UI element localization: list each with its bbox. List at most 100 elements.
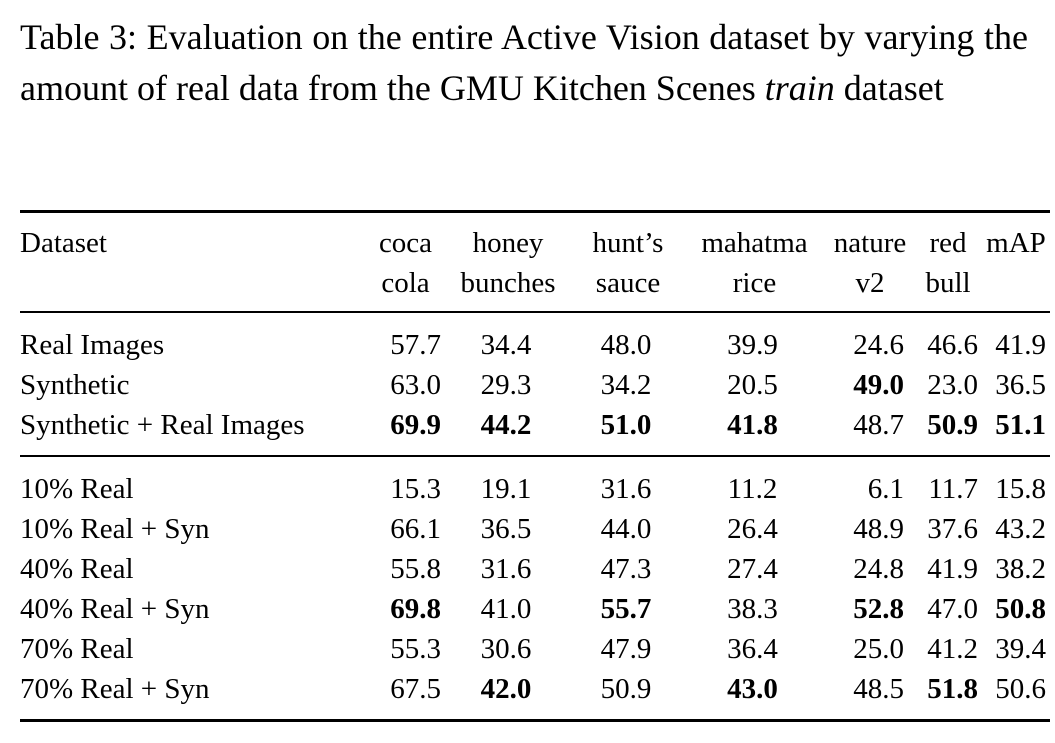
- header-cell: red: [914, 210, 982, 263]
- table-cell: 39.9: [727, 329, 778, 361]
- table-cell: 55.7: [600, 593, 652, 625]
- table-row: Real Images 57.7 34.4 48.0 39.9 24.6 46.6 41.9: [20, 312, 1050, 365]
- table-cell: 41.0: [480, 593, 532, 625]
- table-cell: 36.5: [480, 513, 532, 545]
- table-cell: 31.6: [600, 473, 652, 505]
- header-cell: sauce: [573, 263, 683, 313]
- table-cell: 20.5: [727, 369, 778, 401]
- header-row-bottom: cola bunches sauce rice v2 bull: [20, 263, 1050, 313]
- table-row: 40% Real + Syn 69.8 41.0 55.7 38.3 52.8 47.0 50…: [20, 589, 1050, 629]
- table-cell: 30.6: [480, 633, 532, 665]
- table-cell: 29.3: [480, 369, 532, 401]
- table-cell: 27.4: [727, 553, 778, 585]
- table-cell: 11.7: [928, 473, 978, 505]
- table-cell: 36.4: [727, 633, 778, 665]
- table-cell: 50.9: [573, 669, 683, 722]
- table-cell: 69.8: [390, 593, 441, 625]
- header-cell: mAP: [982, 210, 1050, 263]
- table-group-main: Real Images 57.7 34.4 48.0 39.9 24.6 46.6 41.9 S…: [20, 312, 1050, 457]
- header-cell: bunches: [443, 263, 573, 313]
- table-cell: 48.9: [853, 513, 904, 545]
- table-cell: 41.2: [927, 633, 978, 665]
- caption-suffix: dataset: [843, 68, 944, 108]
- header-cell: [20, 263, 368, 313]
- table-cell: 43.2: [995, 513, 1046, 545]
- row-label: Synthetic + Real Images: [20, 405, 368, 457]
- row-label: Real Images: [20, 329, 165, 361]
- table-cell: 50.8: [995, 593, 1046, 625]
- table-cell: 11.2: [727, 473, 778, 505]
- table-cell: 19.1: [480, 473, 532, 505]
- table-cell: 47.0: [927, 593, 978, 625]
- table-row: 10% Real + Syn 66.1 36.5 44.0 26.4 48.9 37.6 43…: [20, 509, 1050, 549]
- table-cell: 47.3: [600, 553, 652, 585]
- table-cell: 50.6: [982, 669, 1050, 722]
- row-label: 40% Real + Syn: [20, 593, 210, 625]
- table-cell: 52.8: [853, 593, 904, 625]
- table-cell: 24.8: [853, 553, 904, 585]
- header-cell: hunt’s: [573, 210, 683, 263]
- header-cell: nature: [826, 210, 914, 263]
- header-cell: Dataset: [20, 210, 368, 263]
- table-cell: 50.9: [914, 405, 982, 457]
- table-cell: 46.6: [927, 329, 978, 361]
- header-cell: rice: [683, 263, 826, 313]
- table-cell: 51.1: [982, 405, 1050, 457]
- results-table: Dataset coca honey hunt’s mahatma nature…: [20, 210, 1050, 722]
- header-cell: v2: [826, 263, 914, 313]
- table-cell: 15.3: [390, 473, 441, 505]
- header-cell: bull: [914, 263, 982, 313]
- caption-italic: train: [764, 68, 835, 108]
- table-cell: 47.9: [600, 633, 652, 665]
- table-cell: 43.0: [683, 669, 826, 722]
- table-cell: 66.1: [390, 513, 441, 545]
- header-cell: mahatma: [683, 210, 826, 263]
- table-cell: 23.0: [927, 369, 978, 401]
- row-label: 70% Real: [20, 633, 134, 665]
- row-label: 10% Real + Syn: [20, 513, 210, 545]
- table-cell: 49.0: [853, 369, 904, 401]
- table-row: Synthetic 63.0 29.3 34.2 20.5 49.0 23.0 36.5: [20, 365, 1050, 405]
- table-cell: 36.5: [995, 369, 1046, 401]
- table-row: 40% Real 55.8 31.6 47.3 27.4 24.8 41.9 38.2: [20, 549, 1050, 589]
- table-cell: 51.0: [573, 405, 683, 457]
- table-cell: 39.4: [995, 633, 1046, 665]
- table-row: Synthetic + Real Images 69.9 44.2 51.0 41.8 4…: [20, 405, 1050, 457]
- table-cell: 26.4: [727, 513, 778, 545]
- table-caption: Table 3: Evaluation on the entire Active…: [20, 12, 1028, 114]
- table-cell: 34.2: [600, 369, 652, 401]
- table-cell: 55.8: [390, 553, 441, 585]
- table-cell: 6.1: [867, 473, 904, 505]
- row-label: 70% Real + Syn: [20, 669, 368, 722]
- header-cell: [982, 263, 1050, 313]
- table-cell: 37.6: [927, 513, 978, 545]
- table-row: 10% Real 15.3 19.1 31.6 11.2 6.1 11.7 15.8: [20, 456, 1050, 509]
- table-cell: 41.9: [995, 329, 1046, 361]
- table-cell: 44.2: [443, 405, 573, 457]
- table-cell: 48.0: [600, 329, 652, 361]
- table-cell: 51.8: [914, 669, 982, 722]
- table-cell: 67.5: [368, 669, 443, 722]
- results-table-container: Dataset coca honey hunt’s mahatma nature…: [20, 210, 1050, 722]
- table-cell: 63.0: [390, 369, 441, 401]
- table-cell: 24.6: [853, 329, 904, 361]
- table-cell: 48.7: [826, 405, 914, 457]
- header-cell: cola: [368, 263, 443, 313]
- table-row: 70% Real + Syn 67.5 42.0 50.9 43.0 48.5 51.8 50…: [20, 669, 1050, 722]
- table-cell: 31.6: [480, 553, 532, 585]
- table-cell: 57.7: [390, 329, 441, 361]
- table-cell: 42.0: [443, 669, 573, 722]
- row-label: Synthetic: [20, 369, 130, 401]
- table-cell: 55.3: [390, 633, 441, 665]
- table-cell: 38.2: [995, 553, 1046, 585]
- table-row: 70% Real 55.3 30.6 47.9 36.4 25.0 41.2 39.4: [20, 629, 1050, 669]
- table-cell: 48.5: [826, 669, 914, 722]
- caption-prefix: Table 3: Evaluation on the entire Active…: [20, 17, 1028, 108]
- table-group-percent: 10% Real 15.3 19.1 31.6 11.2 6.1 11.7 15.8 10% R…: [20, 456, 1050, 722]
- header-cell: honey: [443, 210, 573, 263]
- header-row-top: Dataset coca honey hunt’s mahatma nature…: [20, 210, 1050, 263]
- table-cell: 41.9: [927, 553, 978, 585]
- table-cell: 38.3: [727, 593, 778, 625]
- table-cell: 44.0: [600, 513, 652, 545]
- table-cell: 69.9: [368, 405, 443, 457]
